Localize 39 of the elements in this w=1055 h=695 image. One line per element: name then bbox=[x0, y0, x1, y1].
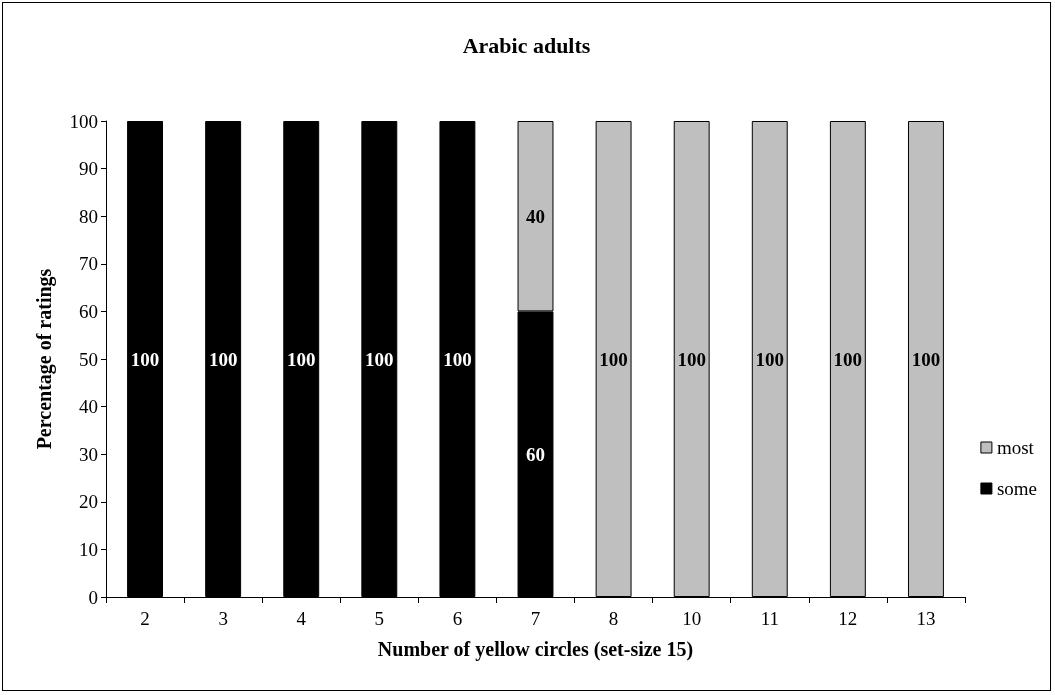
y-tick-label: 100 bbox=[69, 110, 98, 132]
y-tick-label: 30 bbox=[79, 443, 98, 465]
y-tick-label: 20 bbox=[79, 491, 98, 513]
x-tick-label: 4 bbox=[296, 608, 307, 629]
x-tick-label: 5 bbox=[374, 608, 385, 629]
y-tick-label: 10 bbox=[79, 538, 98, 560]
x-tick-label: 6 bbox=[452, 608, 463, 629]
y-tick-label: 0 bbox=[88, 586, 98, 608]
y-axis-title: Percentage of ratings bbox=[33, 268, 56, 450]
data-label: 100 bbox=[677, 348, 706, 370]
y-tick-label: 80 bbox=[79, 205, 98, 227]
y-tick-label: 40 bbox=[79, 396, 98, 418]
data-label: 100 bbox=[286, 348, 316, 370]
x-tick-label: 11 bbox=[760, 608, 779, 629]
data-label: 100 bbox=[911, 348, 941, 370]
data-label: 100 bbox=[365, 348, 394, 370]
x-axis-title: Number of yellow circles (set-size 15) bbox=[377, 638, 694, 661]
legend-label: most bbox=[996, 437, 1035, 458]
x-tick-label: 10 bbox=[682, 608, 702, 629]
x-tick-label: 13 bbox=[916, 608, 936, 629]
y-tick-label: 60 bbox=[79, 300, 98, 322]
y-tick-label: 70 bbox=[79, 253, 98, 275]
legend-label: some bbox=[996, 478, 1037, 499]
data-label: 100 bbox=[833, 348, 863, 370]
x-tick-label: 8 bbox=[608, 608, 619, 629]
x-tick-label: 12 bbox=[838, 608, 858, 629]
data-label: 100 bbox=[443, 348, 472, 370]
x-tick-label: 3 bbox=[218, 608, 228, 629]
y-tick-label: 90 bbox=[79, 158, 98, 180]
data-label: 100 bbox=[130, 348, 160, 370]
x-tick-label: 2 bbox=[140, 608, 150, 629]
x-tick-label: 7 bbox=[530, 608, 541, 629]
y-tick-label: 50 bbox=[79, 348, 98, 370]
data-label: 100 bbox=[755, 348, 785, 370]
chart-title: Arabic adults bbox=[462, 32, 591, 58]
data-label: 100 bbox=[208, 348, 238, 370]
data-label: 40 bbox=[526, 205, 545, 227]
data-label: 60 bbox=[526, 443, 545, 465]
data-label: 100 bbox=[599, 348, 628, 370]
